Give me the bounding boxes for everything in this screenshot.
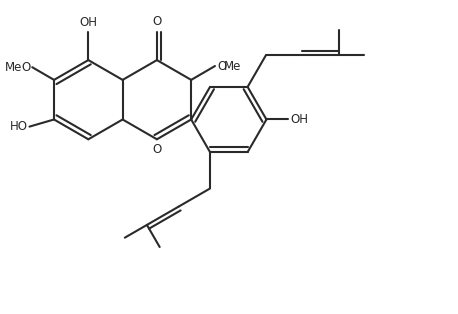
Text: Me: Me [5, 61, 22, 74]
Text: OH: OH [290, 113, 308, 126]
Text: Me: Me [224, 60, 242, 73]
Text: O: O [217, 60, 226, 73]
Text: HO: HO [10, 120, 27, 133]
Text: O: O [21, 61, 30, 74]
Text: OH: OH [79, 16, 97, 29]
Text: O: O [152, 15, 162, 29]
Text: O: O [152, 143, 162, 156]
